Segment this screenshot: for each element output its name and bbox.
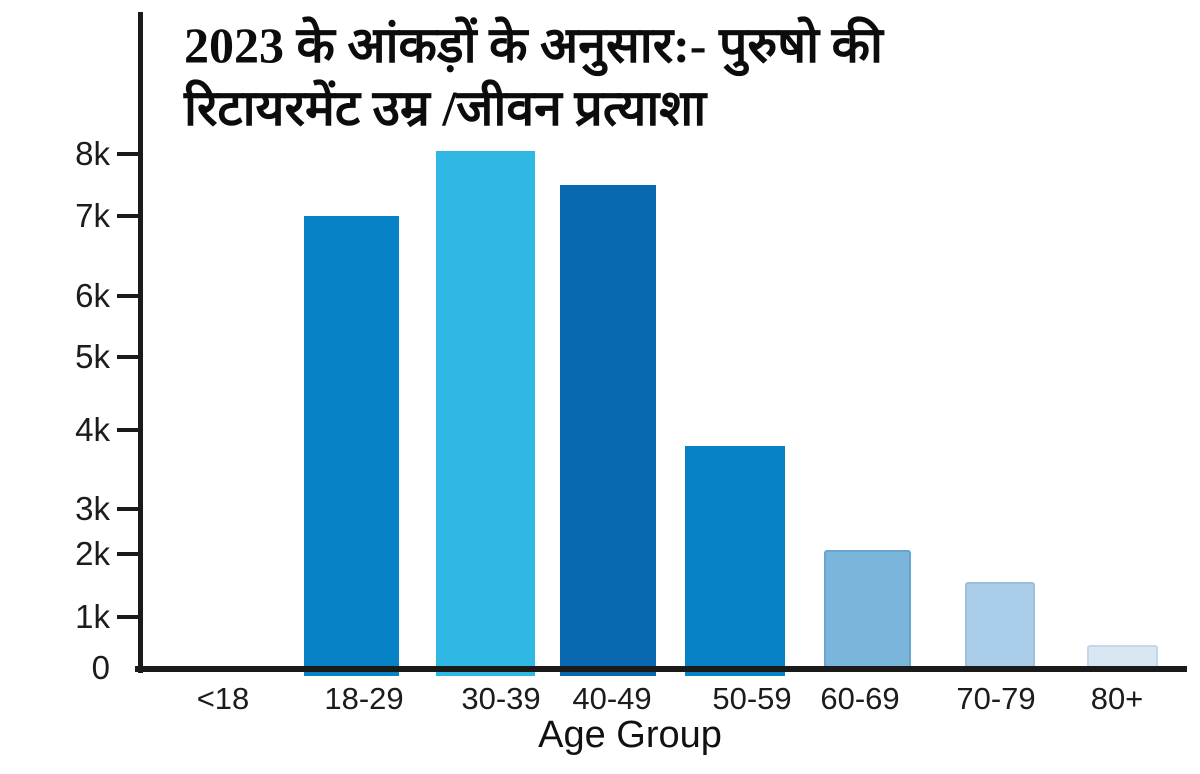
y-tick-label-8k: 8k — [75, 135, 110, 172]
x-tick-label-70-79: 70-79 — [956, 681, 1036, 716]
chart-title-line-1: 2023 के आंकड़ों के अनुसार:- पुरुषो की — [184, 17, 883, 73]
y-tick-label-4k: 4k — [75, 411, 110, 448]
y-tick-mark-4k — [117, 428, 140, 432]
chart-title: 2023 के आंकड़ों के अनुसार:- पुरुषो की रि… — [184, 14, 883, 140]
x-tick-label-50-59: 50-59 — [712, 681, 792, 716]
y-tick-mark-2k — [117, 552, 140, 556]
y-tick-label-7k: 7k — [75, 197, 110, 234]
y-tick-label-1k: 1k — [75, 598, 110, 635]
x-tick-label-18-29: 18-29 — [324, 681, 404, 716]
y-tick-mark-6k — [117, 294, 140, 298]
y-tick-mark-5k — [117, 355, 140, 359]
bar-60-69 — [824, 549, 911, 668]
y-tick-mark-7k — [117, 214, 140, 218]
y-tick-label-5k: 5k — [75, 338, 110, 375]
x-tick-label-30-39: 30-39 — [461, 681, 541, 716]
x-tick-label-40-49: 40-49 — [572, 681, 652, 716]
y-tick-label-6k: 6k — [75, 277, 110, 314]
x-tick-label-<18: <18 — [196, 681, 250, 716]
x-tick-label-60-69: 60-69 — [820, 681, 900, 716]
bar-50-59 — [685, 445, 785, 676]
bar-30-39 — [436, 150, 535, 676]
y-tick-mark-8k — [117, 152, 140, 156]
chart-title-line-2: रिटायरमेंट उम्र /जीवन प्रत्याशा — [184, 80, 707, 136]
bar-70-79 — [965, 582, 1035, 668]
y-tick-mark-3k — [117, 507, 140, 511]
x-axis-line — [135, 666, 1187, 672]
x-tick-label-80+: 80+ — [1090, 681, 1144, 716]
y-tick-label-2k: 2k — [75, 535, 110, 572]
x-axis-title: Age Group — [538, 714, 722, 756]
y-tick-mark-1k — [117, 615, 140, 619]
y-axis-line — [138, 12, 143, 673]
bar-40-49 — [560, 185, 656, 676]
bar-80+ — [1087, 645, 1158, 668]
y-tick-label-0: 0 — [91, 649, 110, 686]
bar-18-29 — [304, 216, 399, 676]
y-tick-label-3k: 3k — [75, 490, 110, 527]
